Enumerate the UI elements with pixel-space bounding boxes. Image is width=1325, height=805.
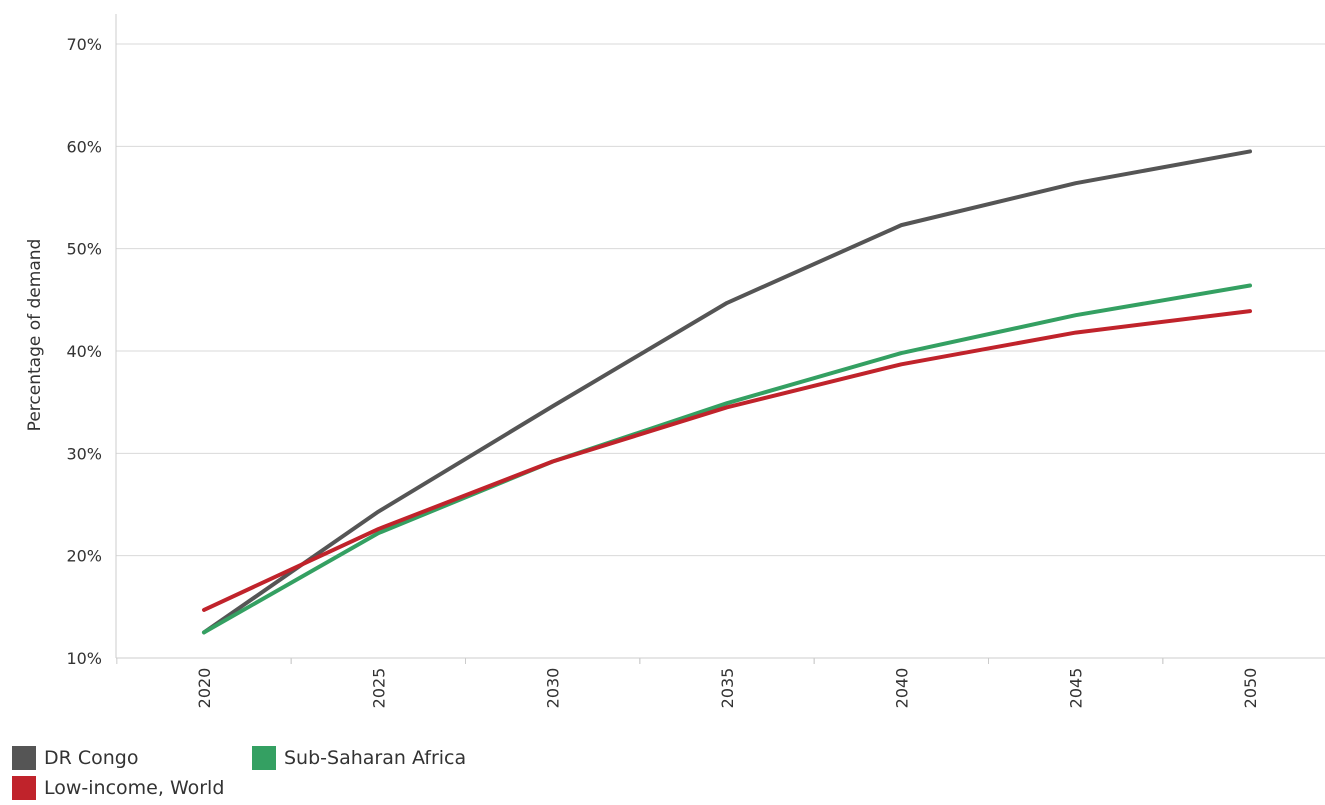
x-tick-label: 2025 — [369, 668, 388, 709]
legend: DR Congo Sub-Saharan Africa Low-income, … — [0, 740, 700, 805]
x-tick-label: 2035 — [718, 668, 737, 709]
legend-item-sub-saharan-africa[interactable]: Sub-Saharan Africa — [252, 743, 466, 773]
legend-label: DR Congo — [44, 747, 139, 769]
x-tick-label: 2050 — [1241, 668, 1260, 709]
tick-labels: 10% 20% 30% 40% 50% 60% 70% 2020 2025 2030 2035 204… — [66, 35, 1260, 708]
y-tick-label: 20% — [66, 547, 102, 566]
y-tick-label: 30% — [66, 444, 102, 463]
x-tick-label: 2030 — [544, 668, 563, 709]
legend-label: Low-income, World — [44, 777, 225, 799]
legend-item-low-income-world[interactable]: Low-income, World — [12, 773, 224, 803]
legend-swatch — [12, 746, 36, 770]
line-chart: 10% 20% 30% 40% 50% 60% 70% 2020 2025 2030 2035 204… — [25, 14, 1325, 708]
series-line-dr-congo — [202, 149, 1252, 635]
y-tick-label: 10% — [66, 649, 102, 668]
x-tick-label: 2020 — [195, 668, 214, 709]
y-tick-label: 60% — [66, 137, 102, 156]
legend-swatch — [12, 776, 36, 800]
y-axis-label: Percentage of demand — [25, 239, 45, 432]
y-tick-label: 40% — [66, 342, 102, 361]
legend-item-dr-congo[interactable]: DR Congo — [12, 743, 139, 773]
series-line-low-income-world — [202, 309, 1252, 612]
legend-label: Sub-Saharan Africa — [284, 747, 467, 769]
series-lines — [202, 149, 1252, 635]
legend-swatch — [252, 746, 276, 770]
series-line-sub-saharan-africa — [202, 283, 1252, 635]
x-tick-label: 2040 — [892, 668, 911, 709]
y-tick-label: 50% — [66, 240, 102, 259]
x-tick-label: 2045 — [1067, 668, 1086, 709]
y-tick-label: 70% — [66, 35, 102, 54]
gridlines — [116, 43, 1325, 557]
axes — [115, 14, 1325, 664]
